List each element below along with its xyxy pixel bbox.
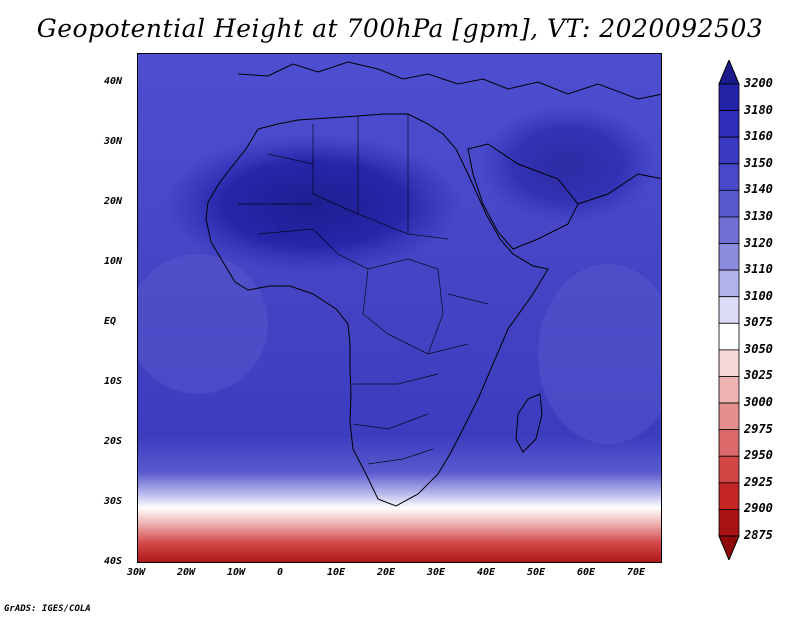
- colorbar-level-label: 3150: [744, 155, 773, 170]
- y-tick-label: 40N: [104, 76, 123, 87]
- colorbar-level-label: 3000: [744, 395, 773, 410]
- colorbar-level-label: 3140: [744, 182, 773, 197]
- africa-coastline: [205, 113, 549, 507]
- colorbar-swatch: [718, 243, 740, 271]
- colorbar-swatch: [718, 296, 740, 324]
- europe-coastline: [237, 61, 661, 100]
- colorbar-swatch: [718, 322, 740, 351]
- colorbar-swatch: [718, 349, 740, 377]
- y-tick-label: 40S: [104, 556, 123, 567]
- coastlines: [205, 61, 661, 507]
- madagascar-coastline: [515, 393, 543, 453]
- colorbar-swatch: [718, 376, 740, 404]
- x-tick-label: 10E: [327, 567, 346, 578]
- colorbar-level-label: 2975: [744, 421, 773, 436]
- colorbar-level-label: 2950: [744, 448, 773, 463]
- colorbar-swatch: [718, 482, 740, 510]
- colorbar: [718, 60, 740, 560]
- x-tick-label: 40E: [477, 567, 496, 578]
- colorbar-swatch: [718, 269, 740, 298]
- atlantic-lighter: [138, 254, 268, 394]
- colorbar-level-label: 3200: [744, 76, 773, 90]
- colorbar-swatch: [718, 455, 740, 484]
- colorbar-level-label: 3050: [744, 341, 773, 356]
- southern-trough: [181, 524, 555, 562]
- y-tick-label: 10N: [104, 256, 123, 267]
- indian-lighter: [538, 264, 661, 444]
- x-tick-label: 20E: [377, 567, 396, 578]
- colorbar-swatch: [718, 136, 740, 165]
- colorbar-level-label: 3130: [744, 208, 773, 223]
- x-tick-label: 70E: [627, 567, 646, 578]
- colorbar-swatch: [718, 163, 740, 191]
- colorbar-level-label: 3025: [744, 368, 773, 383]
- colorbar-level-label: 2925: [744, 474, 773, 489]
- y-tick-label: 20S: [104, 436, 123, 447]
- colorbar-level-label: 2875: [744, 528, 773, 542]
- x-tick-label: 10W: [227, 567, 246, 578]
- colorbar-level-label: 3120: [744, 235, 773, 250]
- subtropical-high-east: [478, 104, 658, 224]
- colorbar-swatch: [718, 216, 740, 244]
- colorbar-swatch: [718, 110, 740, 138]
- x-tick-label: 20W: [177, 567, 196, 578]
- colorbar-swatch: [718, 509, 740, 537]
- x-tick-label: 30E: [427, 567, 446, 578]
- x-tick-label: 30W: [127, 567, 146, 578]
- colorbar-level-label: 3180: [744, 102, 773, 117]
- iran-coastline: [577, 173, 661, 205]
- geopotential-map: [138, 54, 661, 562]
- credit-text: GrADS: IGES/COLA: [4, 604, 91, 614]
- y-tick-label: 20N: [104, 196, 123, 207]
- map-panel: [137, 53, 662, 563]
- y-tick-label: 30N: [104, 136, 123, 147]
- x-tick-label: 0: [277, 567, 284, 578]
- colorbar-level-label: 3160: [744, 129, 773, 144]
- country-borders: [238, 114, 489, 465]
- colorbar-swatch: [718, 402, 740, 431]
- y-tick-label: EQ: [104, 316, 117, 327]
- y-tick-label: 30S: [104, 496, 123, 507]
- colorbar-top-arrow: [718, 60, 740, 85]
- colorbar-level-label: 3110: [744, 262, 773, 277]
- colorbar-level-label: 3075: [744, 315, 773, 330]
- colorbar-level-label: 3100: [744, 288, 773, 303]
- colorbar-swatch: [718, 189, 740, 218]
- chart-title: Geopotential Height at 700hPa [gpm], VT:…: [36, 14, 764, 43]
- colorbar-swatch: [718, 83, 740, 111]
- x-tick-label: 60E: [577, 567, 596, 578]
- colorbar-level-label: 2900: [744, 501, 773, 516]
- northern-trough: [138, 54, 583, 134]
- x-tick-label: 50E: [527, 567, 546, 578]
- colorbar-swatch: [718, 429, 740, 457]
- y-tick-label: 10S: [104, 376, 123, 387]
- colorbar-bottom-arrow: [718, 535, 740, 560]
- arabia-coastline: [467, 143, 579, 250]
